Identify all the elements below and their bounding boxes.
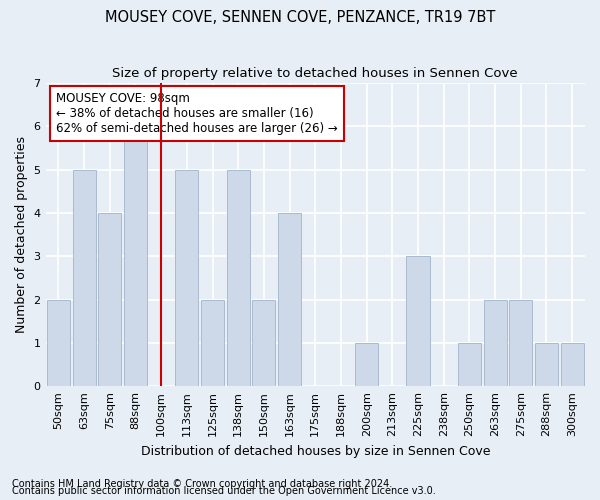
- Bar: [509, 300, 532, 386]
- Text: MOUSEY COVE: 98sqm
← 38% of detached houses are smaller (16)
62% of semi-detache: MOUSEY COVE: 98sqm ← 38% of detached hou…: [56, 92, 338, 135]
- Bar: [458, 343, 481, 386]
- Bar: [535, 343, 558, 386]
- Bar: [560, 343, 584, 386]
- Bar: [201, 300, 224, 386]
- Bar: [278, 213, 301, 386]
- Bar: [355, 343, 378, 386]
- Bar: [47, 300, 70, 386]
- Bar: [253, 300, 275, 386]
- Bar: [227, 170, 250, 386]
- Text: Contains public sector information licensed under the Open Government Licence v3: Contains public sector information licen…: [12, 486, 436, 496]
- Bar: [124, 126, 147, 386]
- Bar: [73, 170, 95, 386]
- Title: Size of property relative to detached houses in Sennen Cove: Size of property relative to detached ho…: [112, 68, 518, 80]
- Bar: [98, 213, 121, 386]
- Text: MOUSEY COVE, SENNEN COVE, PENZANCE, TR19 7BT: MOUSEY COVE, SENNEN COVE, PENZANCE, TR19…: [105, 10, 495, 25]
- X-axis label: Distribution of detached houses by size in Sennen Cove: Distribution of detached houses by size …: [140, 444, 490, 458]
- Bar: [406, 256, 430, 386]
- Bar: [484, 300, 506, 386]
- Y-axis label: Number of detached properties: Number of detached properties: [15, 136, 28, 333]
- Text: Contains HM Land Registry data © Crown copyright and database right 2024.: Contains HM Land Registry data © Crown c…: [12, 479, 392, 489]
- Bar: [175, 170, 199, 386]
